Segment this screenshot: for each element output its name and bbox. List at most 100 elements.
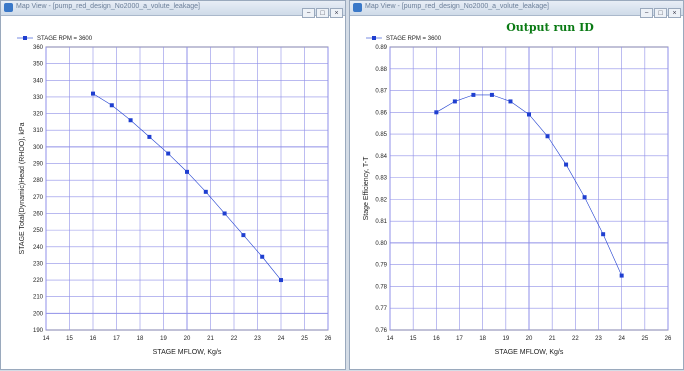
y-tick-label: 200 [33, 311, 44, 317]
title-bar[interactable]: Map View - [pump_red_design_No2000_a_vol… [1, 1, 345, 18]
y-tick-label: 210 [33, 295, 44, 301]
x-tick-label: 22 [572, 336, 579, 342]
map-view-window-efficiency[interactable]: Map View - [pump_red_design_No2000_a_vol… [349, 0, 684, 370]
x-axis-label: STAGE MFLOW, Kg/s [495, 349, 564, 356]
y-tick-label: 350 [33, 62, 44, 68]
data-point [545, 134, 550, 139]
legend-marker [23, 36, 27, 40]
x-tick-label: 24 [618, 336, 625, 342]
y-tick-label: 0.86 [375, 110, 387, 116]
y-tick-label: 310 [33, 128, 44, 134]
head-chart: 14 15 16 17 18 19 20 21 22 23 24 25 26 190 200 210 220 23… [17, 36, 332, 356]
y-tick-label: 0.77 [375, 306, 387, 312]
legend-label: STAGE RPM = 3600 [37, 36, 93, 42]
x-tick-label: 21 [549, 336, 556, 342]
data-point [203, 189, 208, 194]
y-tick-label: 0.83 [375, 176, 387, 182]
x-tick-label: 26 [325, 336, 332, 342]
y-tick-label: 0.81 [375, 219, 387, 225]
maximize-button[interactable]: □ [654, 8, 667, 18]
legend-marker [372, 36, 376, 40]
y-tick-label: 0.79 [375, 263, 387, 269]
data-point [527, 112, 531, 117]
y-tick-label: 290 [33, 162, 44, 168]
y-tick-label: 260 [33, 211, 44, 217]
y-axis-label: STAGE Total(Dynamic)Head (RHOO), kPa [19, 122, 26, 254]
data-point [147, 134, 152, 139]
x-tick-label: 19 [160, 336, 167, 342]
data-point [452, 99, 457, 104]
data-point [582, 195, 587, 200]
data-point [91, 91, 95, 96]
data-point [489, 92, 494, 97]
window-title: Map View - [pump_red_design_No2000_a_vol… [365, 3, 549, 10]
close-button[interactable]: × [668, 8, 681, 18]
efficiency-chart: 14 15 16 17 18 19 20 21 22 23 24 25 26 0.76 0.77 0.78 0.… [363, 21, 672, 356]
maximize-button[interactable]: □ [316, 8, 329, 18]
x-tick-label: 24 [278, 336, 285, 342]
data-point [619, 273, 624, 278]
x-tick-label: 21 [207, 336, 214, 342]
data-point [564, 162, 569, 167]
x-tick-label: 25 [641, 336, 648, 342]
app-icon [4, 3, 13, 12]
y-tick-label: 0.85 [375, 132, 387, 138]
minimize-button[interactable]: − [640, 8, 653, 18]
data-point [222, 211, 227, 216]
data-point [128, 118, 133, 123]
x-tick-label: 20 [184, 336, 191, 342]
x-tick-label: 18 [479, 336, 486, 342]
y-tick-label: 360 [33, 45, 44, 51]
y-tick-label: 230 [33, 261, 44, 267]
y-tick-label: 220 [33, 278, 44, 284]
y-tick-label: 340 [33, 78, 44, 84]
close-button[interactable]: × [330, 8, 343, 18]
legend-label: STAGE RPM = 3600 [386, 36, 442, 42]
x-tick-label: 15 [66, 336, 73, 342]
x-axis-label: STAGE MFLOW, Kg/s [153, 349, 222, 356]
y-tick-label: 270 [33, 195, 44, 201]
x-tick-label: 16 [433, 336, 440, 342]
y-tick-label: 320 [33, 112, 44, 118]
y-tick-label: 0.76 [375, 328, 387, 334]
x-tick-label: 15 [410, 336, 417, 342]
title-bar[interactable]: Map View - [pump_red_design_No2000_a_vol… [350, 1, 683, 18]
data-point [508, 99, 513, 104]
y-tick-label: 0.82 [375, 197, 387, 203]
x-tick-label: 18 [137, 336, 144, 342]
x-tick-label: 17 [456, 336, 463, 342]
data-point [109, 103, 114, 108]
x-tick-label: 20 [526, 336, 533, 342]
x-tick-label: 14 [43, 336, 50, 342]
x-tick-label: 25 [301, 336, 308, 342]
minimize-button[interactable]: − [302, 8, 315, 18]
y-tick-label: 0.78 [375, 284, 387, 290]
y-tick-label: 240 [33, 245, 44, 251]
y-tick-label: 0.87 [375, 89, 387, 95]
x-tick-label: 23 [595, 336, 602, 342]
data-point [279, 278, 283, 283]
y-tick-label: 0.84 [375, 154, 387, 160]
y-tick-label: 250 [33, 228, 44, 234]
y-tick-label: 300 [33, 145, 44, 151]
x-tick-label: 19 [502, 336, 509, 342]
y-tick-label: 280 [33, 178, 44, 184]
x-tick-label: 14 [387, 336, 394, 342]
y-tick-label: 0.80 [375, 241, 387, 247]
data-point [601, 232, 606, 237]
y-axis-label: Stage Efficiency, T-T [363, 156, 370, 221]
data-point [434, 110, 439, 115]
x-tick-label: 26 [665, 336, 672, 342]
data-point [185, 169, 189, 174]
data-point [471, 92, 476, 97]
y-tick-label: 0.89 [375, 45, 387, 51]
map-view-window-head[interactable]: Map View - [pump_red_design_No2000_a_vol… [0, 0, 346, 370]
data-point [166, 151, 171, 156]
chart-title: Output run ID [506, 21, 594, 34]
x-tick-label: 16 [90, 336, 97, 342]
data-point [241, 233, 246, 238]
x-tick-label: 17 [113, 336, 120, 342]
x-tick-label: 22 [231, 336, 238, 342]
data-point [260, 254, 265, 259]
x-tick-label: 23 [254, 336, 261, 342]
